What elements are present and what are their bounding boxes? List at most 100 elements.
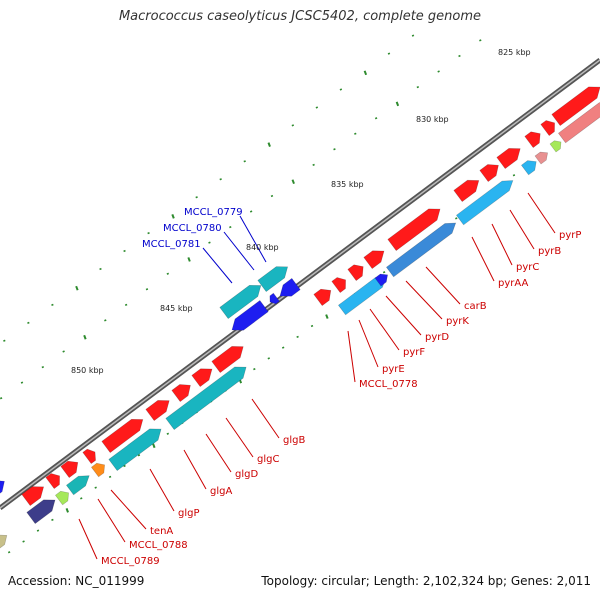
inner-tick [36, 529, 40, 532]
cds-arrow [455, 180, 514, 226]
gene-label: pyrD [425, 332, 449, 343]
gene-label: pyrC [516, 262, 539, 273]
far-tick [267, 142, 271, 147]
outer-tick [437, 70, 440, 73]
cds-arrow [26, 499, 56, 525]
cds-arrow [557, 101, 600, 144]
inner-tick [22, 540, 25, 543]
cds-arrow [90, 462, 105, 478]
far-tick [147, 231, 150, 235]
far-tick [171, 214, 175, 219]
outer-tick [0, 397, 3, 400]
outer-tick [312, 163, 315, 166]
inner-tick [7, 551, 11, 554]
callout-line [183, 449, 207, 490]
inner-tick [382, 271, 386, 274]
gene-label: MCCL_0789 [101, 556, 160, 567]
far-tick [339, 88, 343, 91]
callout-line [358, 319, 379, 368]
forward-cds-arrow [171, 384, 191, 403]
forward-cds-arrow [82, 448, 96, 465]
forward-cds-arrow [347, 264, 364, 282]
outer-tick [270, 194, 274, 198]
gene-label: pyrP [559, 230, 581, 241]
reverse-cds-arrow [269, 292, 280, 305]
far-tick [363, 70, 368, 76]
callout-line [405, 280, 443, 320]
forward-cds-arrow [21, 486, 45, 507]
outer-tick [62, 350, 65, 353]
outer-tick [374, 117, 378, 120]
gene-label: MCCL_0778 [359, 379, 418, 390]
reverse-cds-arrow [257, 266, 289, 293]
forward-cds-arrow [363, 250, 385, 270]
outer-tick [458, 54, 461, 58]
scale-labels: 825 kbp 830 kbp 835 kbp 840 kbp 845 kbp 850 k… [71, 48, 531, 375]
outer-tick [291, 179, 295, 185]
outer-tick [208, 241, 211, 244]
inner-tick [455, 217, 458, 220]
callout-line [251, 398, 280, 439]
gene-label: glgA [210, 486, 232, 497]
cds-arrow [0, 480, 5, 499]
callout-line [369, 308, 400, 351]
cds-arrow [549, 140, 562, 153]
scale-label: 825 kbp [498, 48, 531, 57]
outer-tick [145, 288, 149, 291]
forward-cds-arrow [524, 131, 541, 149]
callout-line [425, 266, 461, 305]
scale-label: 840 kbp [246, 243, 279, 252]
far-tick [27, 321, 30, 324]
inner-tick [137, 454, 141, 457]
callout-line [205, 433, 232, 473]
callout-line [202, 247, 233, 284]
inner-tick [80, 497, 83, 500]
label-callouts: MCCL_0779 MCCL_0780 MCCL_0781 pyrP pyrB pyrC p… [78, 192, 581, 567]
cds-arrow [65, 475, 90, 496]
forward-cds-arrow [551, 86, 600, 127]
forward-cds-arrow [145, 400, 170, 422]
inner-tick [166, 432, 170, 435]
callout-line [225, 417, 254, 458]
cds-arrow [374, 273, 388, 287]
reverse-cds-arrow [279, 278, 301, 297]
scale-label: 830 kbp [416, 115, 449, 124]
inner-tick [152, 443, 156, 449]
outer-tick [416, 85, 420, 89]
cds-arrow [520, 160, 537, 176]
cds-arrow [385, 222, 457, 278]
inner-tick [296, 335, 299, 338]
inner-tick [65, 508, 69, 513]
cds-arrow [108, 428, 162, 472]
gene-label: MCCL_0779 [184, 207, 243, 218]
gene-label: tenA [150, 526, 173, 537]
inner-tick [108, 475, 112, 478]
features [0, 86, 600, 551]
forward-cds-arrow [60, 460, 79, 479]
backbone [0, 57, 600, 511]
gene-label: pyrK [446, 316, 469, 327]
outer-tick [83, 334, 87, 340]
forward-cds-arrow [540, 120, 555, 137]
cds-arrow [165, 366, 247, 431]
outer-tick [333, 148, 336, 151]
reverse-cds-arrow [219, 284, 262, 320]
gene-label: glgB [283, 435, 305, 446]
callout-line [149, 468, 175, 512]
outer-tick [41, 365, 45, 369]
far-tick [411, 34, 415, 37]
outer-tick [229, 225, 232, 229]
cds-arrow [0, 534, 8, 551]
forward-cds-arrow [211, 346, 244, 374]
callout-line [223, 231, 255, 271]
forward-cds-arrow [101, 418, 144, 454]
inner-tick [281, 346, 285, 349]
outer-tick [187, 257, 191, 262]
outer-tick [104, 319, 107, 322]
callout-line [491, 223, 513, 266]
accession-text: Accession: NC_011999 [8, 574, 145, 588]
forward-cds-arrow [479, 164, 499, 183]
far-tick [291, 124, 295, 127]
